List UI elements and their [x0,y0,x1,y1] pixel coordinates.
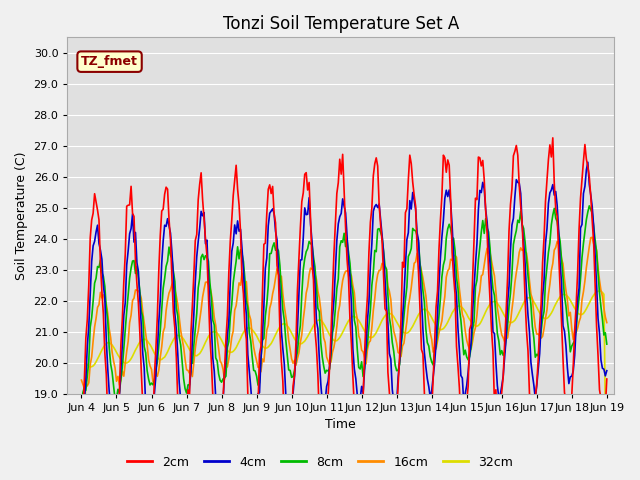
16cm [177,327,184,333]
8cm [92,276,100,281]
2cm [408,161,415,167]
Line: 32cm: 32cm [81,291,607,480]
2cm [540,235,548,240]
Line: 16cm: 16cm [81,237,607,388]
2cm [549,135,557,141]
16cm [396,350,403,356]
16cm [81,385,88,391]
Line: 2cm: 2cm [81,138,607,466]
32cm [377,321,385,326]
4cm [378,232,386,238]
2cm [603,376,611,382]
32cm [596,288,604,294]
8cm [175,334,183,340]
8cm [394,368,402,373]
4cm [603,368,611,373]
32cm [406,328,413,334]
32cm [175,333,183,338]
Text: TZ_fmet: TZ_fmet [81,55,138,68]
8cm [603,341,611,347]
8cm [539,315,547,321]
Title: Tonzi Soil Temperature Set A: Tonzi Soil Temperature Set A [223,15,459,33]
8cm [377,229,385,235]
16cm [603,320,611,325]
Line: 8cm: 8cm [81,206,607,403]
2cm [396,354,403,360]
8cm [586,203,593,209]
4cm [540,277,548,283]
2cm [92,199,100,205]
8cm [406,251,413,256]
8cm [77,400,85,406]
4cm [396,359,403,364]
2cm [177,437,184,443]
4cm [408,206,415,212]
2cm [77,432,85,438]
16cm [540,325,548,331]
Legend: 2cm, 4cm, 8cm, 16cm, 32cm: 2cm, 4cm, 8cm, 16cm, 32cm [122,451,518,474]
4cm [111,430,119,436]
4cm [177,397,184,403]
16cm [408,285,415,290]
4cm [77,424,85,430]
X-axis label: Time: Time [325,419,356,432]
2cm [378,238,386,244]
16cm [77,377,85,383]
2cm [111,463,119,469]
4cm [92,229,100,235]
16cm [93,304,101,310]
Line: 4cm: 4cm [81,162,607,433]
16cm [378,261,386,266]
32cm [539,314,547,320]
Y-axis label: Soil Temperature (C): Soil Temperature (C) [15,151,28,280]
4cm [584,159,591,165]
32cm [92,359,100,365]
16cm [588,234,596,240]
32cm [394,322,402,327]
